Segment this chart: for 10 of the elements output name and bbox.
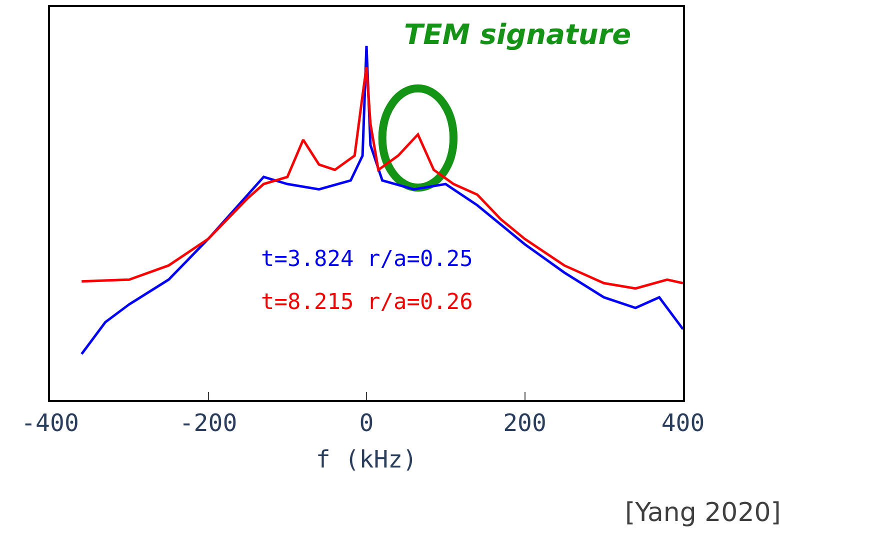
annotation: TEM signature — [404, 18, 632, 51]
x-tick-label: -200 — [179, 408, 238, 437]
x-tick-label: 200 — [503, 408, 546, 437]
text: [Yang 2020] — [625, 498, 781, 528]
x-tick-label: 400 — [661, 408, 705, 437]
x-tick-label: 0 — [359, 408, 374, 437]
text: t=8.215 r/a=0.26 — [261, 290, 473, 315]
series-label: t=3.824 r/a=0.25 — [261, 247, 473, 272]
x-tick-label: -400 — [21, 408, 79, 437]
x-axis-title: f (kHz) — [316, 446, 418, 474]
